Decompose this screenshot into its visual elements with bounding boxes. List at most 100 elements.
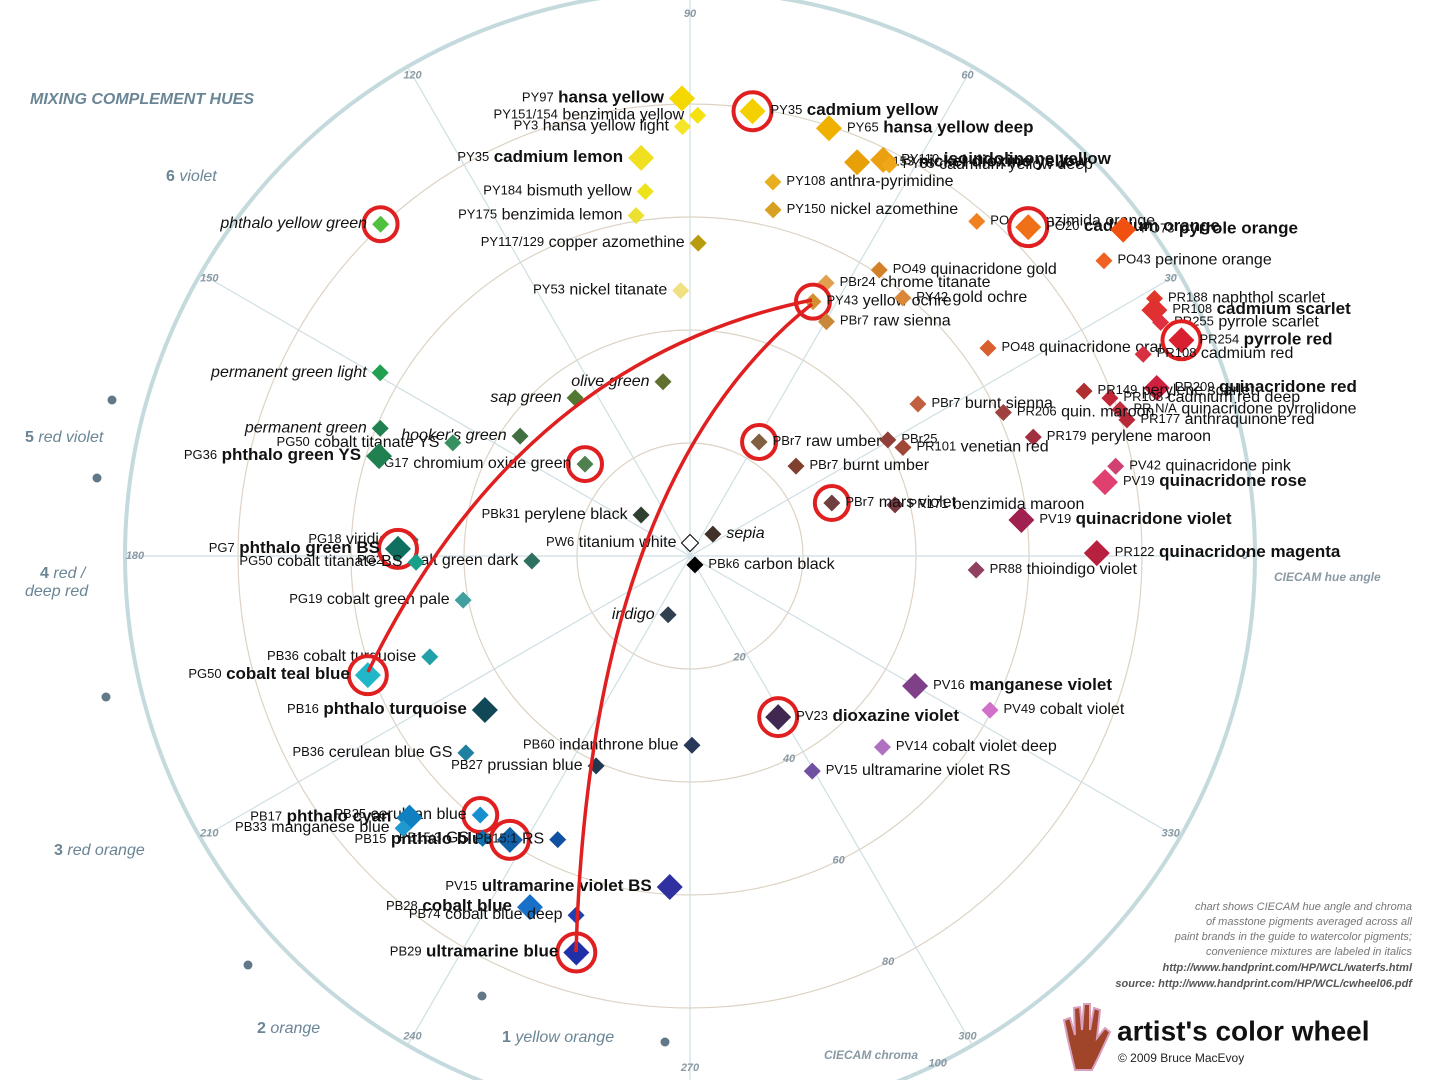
pigment-label: PBr7 raw umber [773, 433, 883, 450]
hue-name: yellow orange [514, 1029, 614, 1046]
pigment-marker [815, 115, 842, 142]
pigment-code: PV14 [896, 739, 928, 754]
pigment-label: PR179 perylene maroon [1047, 428, 1211, 445]
radius-axis-label: CIECAM chroma [824, 1048, 918, 1062]
angle-tick-label: 150 [200, 272, 219, 284]
hue-label: 1 yellow orange [502, 1029, 614, 1046]
pigment-label: PY117/129 copper azomethine [481, 234, 685, 251]
pigment-label: PBr7 burnt sienna [931, 395, 1053, 412]
pigment-code: PB29 [390, 944, 422, 959]
notes: chart shows CIECAM hue angle and chroma … [1115, 901, 1413, 990]
pigment-name: GS [446, 830, 469, 847]
pigment-label: PV16 manganese violet [933, 675, 1112, 694]
pigment-name: pyrrole red [1244, 330, 1333, 349]
hue-dot [477, 991, 487, 1001]
pigment-marker [817, 313, 835, 331]
pigment-label: PB29 ultramarine blue [390, 942, 559, 961]
pigment-code: PB27 [451, 757, 483, 772]
pigment-marker [680, 533, 700, 553]
pigment-name: quinacridone violet [1076, 509, 1232, 528]
chart-title: MIXING COMPLEMENT HUES [30, 91, 254, 108]
pigment-name: cadmium yellow deep [939, 156, 1093, 173]
pigment-code: PB15 [355, 831, 387, 846]
pigment-code: PY53 [533, 282, 565, 297]
pigment-name: cobalt titanate YS [314, 434, 439, 451]
pigment-name: permanent green light [210, 364, 367, 381]
pigment-marker [1095, 252, 1113, 270]
pigment-label: PR108 cadmium red [1157, 345, 1294, 362]
grid-spoke [200, 555, 691, 840]
angle-axis-label: CIECAM hue angle [1274, 570, 1381, 584]
pigment-marker [511, 427, 529, 445]
mixing-lines [366, 298, 814, 953]
pigment-name: cobalt green pale [327, 591, 450, 608]
hue-label: 3 red orange [54, 842, 145, 859]
hue-name: deep red [25, 583, 89, 600]
pigment-marker [902, 672, 929, 699]
pigment-label: PR122 quinacridone magenta [1115, 543, 1341, 562]
hue-number: 4 [40, 565, 49, 582]
pigment-name: pyrrole orange [1179, 219, 1298, 238]
pigment-label: PW6 titanium white [546, 534, 677, 551]
pigment-label: PB74 cobalt blue deep [409, 906, 563, 923]
pigment-name: cadmium red deep [1168, 389, 1301, 406]
pigment-name: chromium oxide green [413, 455, 571, 472]
pigment-marker [654, 373, 672, 391]
pigment-marker [765, 704, 792, 731]
angle-tick-label: 270 [680, 1062, 700, 1074]
pigment-marker [1024, 428, 1042, 446]
pigment-name: benzimida yellow [562, 107, 684, 124]
pigment-code: PB36 [267, 648, 299, 663]
mixing-line [366, 298, 813, 673]
pigment-label: PG50 cobalt titanate BS [239, 553, 402, 570]
pigment-marker [870, 261, 888, 279]
pigment-name: copper azomethine [549, 234, 685, 251]
pigment-label: PY97 hansa yellow [522, 88, 665, 107]
pigment-marker [627, 207, 645, 225]
note-link: source: http://www.handprint.com/HP/WCL/… [1115, 978, 1413, 990]
pigment-name: cobalt green dark [395, 552, 520, 569]
hue-dot [243, 960, 253, 970]
angle-tick-label: 0 [1242, 550, 1249, 562]
pigment-code: PY35 [903, 156, 935, 171]
pigment-name: phthalo blue [391, 829, 492, 848]
pigment-code: PO49 [893, 261, 926, 276]
pigment-name: prussian blue [487, 757, 582, 774]
pigment-label: PY3 hansa yellow light [514, 118, 670, 135]
pigment-name: chrome titanate [880, 274, 990, 291]
pigment-marker [1083, 540, 1110, 567]
pigment-code: PB15:1 [475, 831, 518, 846]
hue-label: 2 orange [257, 1020, 320, 1037]
copyright: © 2009 Bruce MacEvoy [1118, 1051, 1244, 1065]
pigment-name: cadmium red [1201, 345, 1293, 362]
pigment-code: PY3 [514, 118, 539, 133]
pigment-marker [549, 831, 567, 849]
pigment-marker [1134, 345, 1152, 363]
pigment-label: PB33 manganese blue [235, 819, 390, 836]
pigment-code: PBr25 [901, 431, 937, 446]
pigment-code: PB28 [386, 899, 418, 914]
pigment-name: anthraquinone red [1185, 411, 1315, 428]
pigment-name: anthra-pyrimidine [830, 173, 954, 190]
pigment-name: quinacridone gold [930, 261, 1056, 278]
logo: artist's color wheel © 2009 Bruce MacEvo… [1062, 1003, 1370, 1071]
pigment-label: PR177 anthraquinone red [1140, 411, 1314, 428]
pigment-label: PY175 benzimida lemon [458, 207, 622, 224]
pigment-label: PV19 quinacridone violet [1039, 509, 1231, 528]
hue-dot [92, 473, 102, 483]
pigment-code: PB17 [250, 809, 282, 824]
pigment-label: PB15 phthalo blue [355, 829, 492, 848]
pigment-name: quin. maroon [1061, 404, 1154, 421]
pigment-label: PR108 cadmium red deep [1123, 389, 1300, 406]
hue-label: 5 red violet [25, 429, 104, 446]
pigment-marker [968, 212, 986, 230]
angle-tick-label: 330 [1161, 827, 1180, 839]
pigment-marker [1091, 469, 1118, 496]
pigment-label: PR188 naphthol scarlet [1168, 290, 1326, 307]
pigment-label: PB16 phthalo turquoise [287, 699, 467, 718]
pigment-label: PG36 phthalo green YS [184, 446, 361, 465]
pigment-label: PO43 perinone orange [1117, 252, 1271, 269]
pigment-label: PY150 nickel azomethine [787, 201, 959, 218]
pigment-label: PV15 ultramarine violet RS [826, 762, 1011, 779]
